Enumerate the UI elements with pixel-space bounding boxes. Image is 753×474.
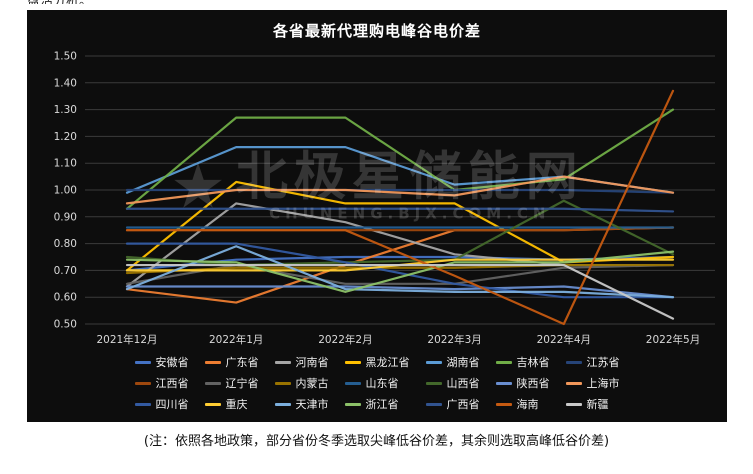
legend-label: 广西省	[446, 398, 480, 411]
legend-label: 四川省	[155, 398, 189, 411]
legend-label: 新疆	[586, 398, 609, 411]
y-axis-tick-label: 1.50	[54, 51, 77, 63]
legend-item: 广东省	[204, 354, 259, 370]
legend-swatch	[495, 381, 512, 385]
series-line-天津市	[125, 245, 675, 299]
legend-item: 黑龙江省	[344, 354, 410, 370]
legend-item: 海南	[495, 396, 550, 412]
plot-area: 1.50 1.40 1.30 1.20 1.10 1.00 0.90 0.80 0.70 0.60…	[27, 46, 727, 352]
y-axis-tick-label: 1.00	[54, 185, 77, 197]
legend-swatch	[565, 402, 582, 406]
partial-top-text: 盘活分析。	[0, 0, 753, 4]
legend-item: 天津市	[274, 396, 329, 412]
y-axis-tick-label: 0.80	[54, 238, 77, 250]
series-line-陕西省	[125, 285, 675, 299]
legend-swatch	[565, 360, 582, 364]
legend-item: 重庆	[204, 396, 259, 412]
y-axis-tick-label: 0.50	[54, 319, 77, 331]
legend-swatch	[204, 360, 221, 364]
legend-item: 新疆	[565, 396, 620, 412]
legend-label: 重庆	[225, 398, 248, 411]
legend-item: 上海市	[565, 375, 620, 391]
legend-label: 黑龙江省	[365, 356, 410, 369]
legend-swatch	[425, 381, 442, 385]
y-axis-tick-label: 1.30	[54, 104, 77, 116]
legend-label: 浙江省	[365, 398, 399, 411]
legend-label: 湖南省	[446, 356, 480, 369]
x-axis-tick-label: 2022年5月	[646, 333, 700, 346]
legend-swatch	[134, 381, 151, 385]
series-line-广西省	[125, 207, 675, 213]
x-axis-tick-label: 2022年4月	[537, 333, 591, 346]
legend-item: 辽宁省	[204, 375, 259, 391]
chart-caption: (注：依照各地政策，部分省份冬季选取尖峰低谷价差，其余则选取高峰低谷价差)	[143, 434, 610, 449]
legend-item: 内蒙古	[274, 375, 329, 391]
chart-panel: 各省最新代理购电峰谷电价差 1.50 1.40 1.30 1.20 1.10 1.00 0.…	[27, 10, 727, 422]
legend-label: 山东省	[365, 377, 399, 390]
legend-item: 山西省	[425, 375, 480, 391]
x-axis-tick-label: 2022年3月	[427, 333, 481, 346]
legend-label: 上海市	[586, 377, 620, 390]
legend-swatch	[274, 402, 291, 406]
legend-item: 四川省	[134, 396, 189, 412]
x-axis-tick-label: 2022年1月	[209, 333, 263, 346]
legend-item: 陕西省	[495, 375, 550, 391]
y-axis-tick-label: 1.10	[54, 158, 77, 170]
y-axis-tick-label: 0.70	[54, 265, 77, 277]
legend-item: 吉林省	[495, 354, 550, 370]
legend-swatch	[274, 360, 291, 364]
legend-item: 湖南省	[425, 354, 480, 370]
legend-swatch	[495, 360, 512, 364]
chart-legend: 安徽省 广东省 河南省 黑龙江省 湖南省 吉林省 江苏省江西省 辽宁省 内蒙古 山东省 山西省 陕西省…	[27, 354, 727, 412]
y-axis-tick-label: 1.40	[54, 77, 77, 89]
legend-item: 浙江省	[344, 396, 410, 412]
line-chart: 1.50 1.40 1.30 1.20 1.10 1.00 0.90 0.80 0.70 0.60…	[54, 51, 715, 346]
legend-swatch	[344, 402, 361, 406]
legend-swatch	[134, 402, 151, 406]
y-axis-tick-label: 0.60	[54, 292, 77, 304]
legend-swatch	[425, 402, 442, 406]
series-line-上海市	[125, 175, 675, 205]
y-axis-tick-label: 1.20	[54, 131, 77, 143]
legend-swatch	[274, 381, 291, 385]
legend-label: 辽宁省	[225, 377, 259, 390]
legend-label: 山西省	[446, 377, 480, 390]
legend-label: 吉林省	[516, 356, 550, 369]
legend-swatch	[344, 381, 361, 385]
series-line-吉林省	[125, 108, 675, 210]
legend-item: 河南省	[274, 354, 329, 370]
series-line-浙江省	[125, 250, 675, 293]
legend-item: 江西省	[134, 375, 189, 391]
y-axis-tick-label: 0.90	[54, 211, 77, 223]
legend-swatch	[134, 360, 151, 364]
series-line-江苏省	[125, 188, 675, 194]
legend-swatch	[565, 381, 582, 385]
legend-swatch	[204, 381, 221, 385]
legend-item: 广西省	[425, 396, 480, 412]
x-axis-tick-label: 2021年12月	[96, 333, 157, 346]
legend-label: 江苏省	[586, 356, 620, 369]
legend-label: 江西省	[155, 377, 189, 390]
chart-title: 各省最新代理购电峰谷电价差	[272, 22, 481, 40]
x-axis-tick-label: 2022年2月	[318, 333, 372, 346]
legend-label: 内蒙古	[295, 377, 329, 390]
legend-label: 安徽省	[155, 356, 189, 369]
legend-label: 天津市	[295, 398, 329, 411]
series-line-新疆	[125, 263, 675, 320]
legend-swatch	[204, 402, 221, 406]
legend-label: 海南	[516, 398, 539, 411]
legend-item: 安徽省	[134, 354, 189, 370]
legend-swatch	[425, 360, 442, 364]
legend-label: 河南省	[295, 356, 329, 369]
series-line-四川省	[125, 242, 675, 299]
legend-item: 山东省	[344, 375, 410, 391]
legend-label: 广东省	[225, 356, 259, 369]
legend-item: 江苏省	[565, 354, 620, 370]
legend-swatch	[495, 402, 512, 406]
series-line-内蒙古	[125, 263, 675, 275]
legend-swatch	[344, 360, 361, 364]
legend-label: 陕西省	[516, 377, 550, 390]
series-line-海南	[125, 89, 675, 326]
